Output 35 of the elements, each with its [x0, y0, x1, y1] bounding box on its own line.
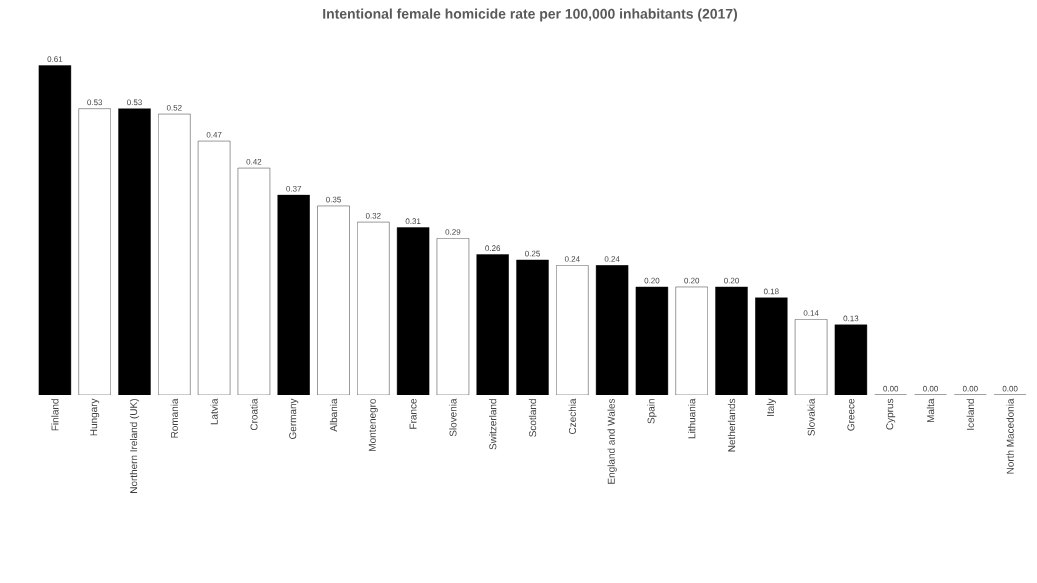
x-tick-label: Spain	[647, 399, 657, 424]
chart-title: Intentional female homicide rate per 100,000 inhabitants (2017)	[323, 8, 738, 22]
x-tick-label: Iceland	[966, 399, 974, 430]
x-tick-label: Netherlands	[727, 398, 736, 452]
bar	[675, 286, 708, 395]
x-tick-label: Switzerland	[489, 399, 497, 450]
bar	[516, 259, 549, 395]
bar	[78, 108, 111, 395]
x-tick-label: England and Wales	[607, 398, 617, 484]
x-tick-label: Montenegro	[368, 398, 378, 451]
bar	[317, 205, 350, 395]
x-tick-label: Croatia	[250, 398, 258, 431]
bar	[476, 254, 509, 395]
x-tick-label: Slovakia	[807, 398, 815, 436]
bar	[715, 286, 748, 395]
x-tick-label: Romania	[170, 398, 178, 438]
x-tick-label: Lithuania	[688, 398, 696, 439]
x-tick-label: North Macedonia	[1006, 398, 1014, 474]
x-tick-label: France	[409, 398, 417, 429]
bar	[118, 108, 151, 395]
x-tick-label: Northern Ireland (UK)	[129, 399, 140, 493]
bar	[755, 297, 788, 395]
x-tick-label: Greece	[847, 398, 855, 431]
x-tick-label: Scotland	[528, 399, 537, 437]
x-tick-label: Cyprus	[886, 398, 896, 430]
x-tick-label: Italy	[766, 398, 776, 416]
bar	[556, 265, 589, 395]
x-tick-label: Finland	[51, 399, 59, 431]
x-tick-label: Czechia	[568, 398, 576, 434]
x-tick-label: Albania	[329, 398, 338, 432]
x-tick-label: Hungary	[90, 398, 100, 436]
x-tick-label: Slovenia	[449, 398, 457, 437]
x-tick-label: Latvia	[210, 398, 218, 425]
x-tick-label: Germany	[289, 398, 299, 439]
x-tick-label: Malta	[926, 398, 935, 423]
